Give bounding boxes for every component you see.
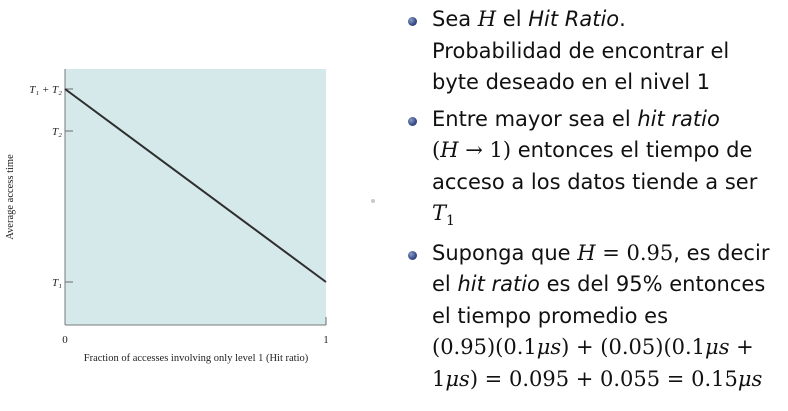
y-tick-label-t1t2: T₁ + T₂: [29, 84, 62, 96]
bullet-hit-ratio-def: Sea H el Hit Ratio. Probabilidad de enco…: [396, 4, 786, 99]
plot-area: [65, 69, 326, 325]
bullet-hit-ratio-effect: Entre mayor sea el hit ratio (H → 1) ent…: [396, 104, 786, 233]
bullet-3-line-4: (0.95)(0.1μs) + (0.05)(0.1μs +: [432, 335, 754, 359]
y-tick-label-t2: T₂: [52, 126, 62, 138]
bullet-1-line-1: Sea H el Hit Ratio.: [432, 7, 626, 31]
chart-svg: T₁ + T₂ T₂ T₁ 0 1 Fraction of accesses i…: [5, 69, 329, 364]
bullet-3-line-3: el tiempo promedio es: [432, 303, 669, 328]
bullet-dot-icon: [408, 250, 417, 260]
bullet-dot-icon: [408, 17, 417, 26]
bullet-example: Suponga que H = 0.95, es decir el hit ra…: [396, 238, 786, 396]
access-time-chart: T₁ + T₂ T₂ T₁ 0 1 Fraction of accesses i…: [0, 0, 360, 411]
y-axis-label: Average access time: [5, 154, 16, 240]
y-tick-label-t1: T₁: [52, 277, 62, 289]
bullet-3-line-5: 1μs) = 0.095 + 0.055 = 0.15μs: [432, 366, 763, 391]
bullet-3-line-1: Suponga que H = 0.95, es decir: [432, 240, 770, 265]
bullet-list: Sea H el Hit Ratio. Probabilidad de enco…: [396, 4, 786, 400]
bullet-dot-icon: [408, 116, 417, 126]
bullet-3-line-2: el hit ratio es del 95% entonces: [432, 272, 766, 296]
bullet-1-line-2: Probabilidad de encontrar el: [432, 38, 730, 63]
stray-dot: [371, 199, 375, 203]
bullet-1-line-3: byte deseado en el nivel 1: [432, 70, 711, 94]
bullet-2-line-2: (H → 1) entonces el tiempo de: [432, 138, 753, 162]
bullet-2-line-4: T1: [432, 201, 455, 229]
x-tick-label-0: 0: [62, 334, 68, 346]
x-tick-label-1: 1: [323, 334, 329, 346]
bullet-2-line-3: acceso a los datos tiende a ser: [432, 169, 758, 194]
x-axis-label: Fraction of accesses involving only leve…: [84, 353, 309, 364]
series-line: [64, 88, 327, 283]
bullet-2-line-1: Entre mayor sea el hit ratio: [432, 106, 720, 131]
